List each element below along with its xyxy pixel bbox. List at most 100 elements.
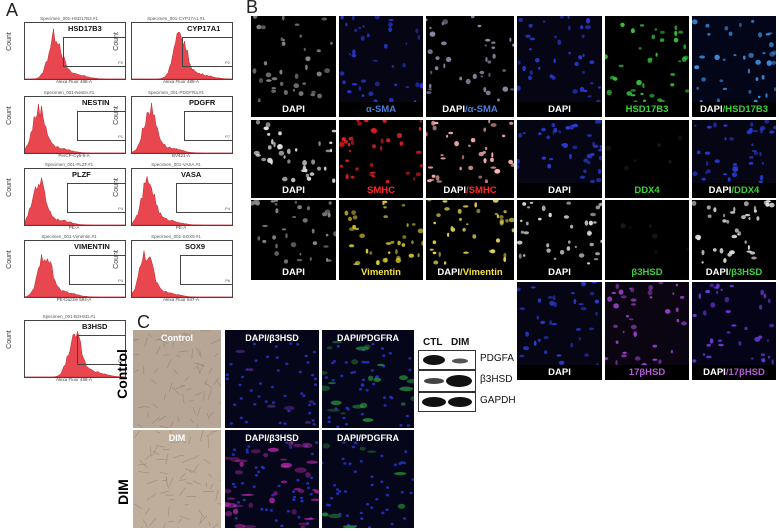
flow-histogram	[25, 254, 125, 297]
flow-plot-header: Specimen_001-CYP17A1.#1	[147, 16, 205, 21]
flow-y-label: Count	[112, 32, 120, 51]
flow-gate-label: P2	[118, 60, 123, 65]
lane-label-ctl: CTL	[423, 337, 443, 348]
flow-y-label: Count	[112, 250, 120, 269]
micrograph-image	[517, 120, 602, 183]
protein-label-gapdh: GAPDH	[480, 395, 516, 406]
caption-stain: DAPI	[548, 267, 571, 278]
flow-y-label: Count	[5, 32, 13, 51]
micrograph-image	[426, 120, 514, 184]
micrograph-caption: DAPI	[517, 265, 602, 280]
histogram-area	[132, 176, 232, 225]
caption-stain-2: SMHC	[468, 185, 497, 196]
flow-gate-label: P7	[225, 134, 230, 139]
brightfield-dim-caption: DIM	[168, 433, 186, 443]
caption-stain: DAPI	[708, 185, 732, 196]
caption-stain: DAPI	[705, 267, 729, 278]
histogram-area	[25, 177, 125, 225]
caption-stain: DAPI	[443, 185, 467, 196]
micrograph-image	[692, 282, 776, 365]
flow-y-label: Count	[5, 330, 13, 349]
caption-stain-2: 17βHSD	[728, 367, 765, 378]
flow-marker-label: B3HSD	[81, 322, 109, 331]
flow-histogram	[25, 331, 125, 377]
micrograph-r3-5: DAPI/β3HSD	[692, 200, 776, 280]
micrograph-image	[339, 200, 423, 266]
micrograph-image	[339, 120, 423, 185]
flow-x-label: PerCP-Cy5-5-A	[58, 153, 90, 158]
micrograph-caption: DAPI	[517, 365, 602, 380]
flow-gate: P4	[176, 183, 232, 213]
flow-marker-label: PDGFR	[188, 98, 217, 107]
flow-plot-area: P1 NESTIN	[24, 96, 126, 154]
micrograph-r2-4: DDX4	[605, 120, 689, 198]
flow-gate-label: P6	[225, 278, 230, 283]
flow-plot-cyp17a1: Specimen_001-CYP17A1.#1 Count P2 CYP17A1…	[113, 16, 233, 88]
micrograph-r3-4: β3HSD	[605, 200, 689, 280]
blot-strip-gapdh	[418, 392, 476, 412]
micrograph-caption: DAPI	[251, 265, 336, 280]
flow-marker-label: HSD17B3	[67, 24, 103, 33]
stain-control-pdgfra: DAPI/PDGFRA	[322, 330, 414, 428]
micrograph-r1-1: α-SMA	[339, 16, 423, 117]
flow-gate-label: P2	[225, 60, 230, 65]
caption-stain: DAPI	[282, 185, 305, 196]
flow-plot-area: P2 CYP17A1	[131, 22, 233, 80]
flow-plot-hsd17b3: Specimen_001-HSD17B3.#1 Count P2 HSD17B3…	[6, 16, 126, 88]
flow-x-label: PE-Dazzle 594-A	[56, 297, 92, 302]
micrograph-image	[605, 282, 689, 367]
histogram-area	[25, 104, 125, 153]
stain-dim-pdgfra: DAPI/PDGFRA	[322, 430, 414, 528]
flow-y-label: Count	[5, 178, 13, 197]
flow-plot-header: Specimen_001-HSD17B3.#1	[40, 16, 98, 21]
flow-marker-label: VASA	[180, 170, 203, 179]
caption-stain: DAPI	[548, 104, 571, 115]
flow-plot-pdgfr: Specimen_001-PDGFRa.#1 Count P7 PDGFR BV…	[113, 90, 233, 162]
caption-stain: DAPI	[437, 267, 461, 278]
caption-stain: 17βHSD	[628, 367, 666, 378]
micrograph-r3-2: DAPI/Vimentin	[426, 200, 514, 280]
micrograph-caption: DAPI/HSD17B3	[692, 102, 776, 117]
caption-stain: DAPI	[548, 185, 571, 196]
micrograph-caption: 17βHSD	[605, 365, 689, 380]
flow-plot-sox9: Specimen_001-SOX9.#1 Count P6 SOX9 Alexa…	[113, 234, 233, 306]
micrograph-caption: DDX4	[605, 183, 689, 198]
caption-stain: SMHC	[367, 185, 395, 196]
flow-plot-header: Specimen_001-PDGFRa.#1	[147, 90, 205, 95]
caption-stain: DAPI	[548, 367, 571, 378]
micrograph-r4-0: DAPI	[517, 282, 602, 380]
micrograph-image	[339, 16, 423, 104]
flow-histogram	[132, 176, 232, 225]
micrograph-image	[605, 16, 689, 104]
flow-gate-label: P4	[118, 278, 123, 283]
flow-gate: P4	[69, 255, 125, 285]
micrograph-image	[251, 16, 336, 104]
micrograph-r2-3: DAPI	[517, 120, 602, 198]
lane-label-dim: DIM	[451, 337, 470, 348]
flow-marker-label: PLZF	[71, 170, 92, 179]
flow-gate: P7	[184, 111, 232, 141]
caption-stain: DAPI	[442, 104, 465, 115]
flow-marker-label: CYP17A1	[186, 24, 222, 33]
caption-stain: α-SMA	[365, 104, 397, 115]
flow-histogram	[25, 177, 125, 225]
stain-dim-b3hsd: DAPI/β3HSD	[225, 430, 319, 528]
caption-stain-2: β3HSD	[731, 267, 763, 278]
flow-gate: P2	[63, 37, 125, 67]
stain-control-pdgfra-caption: DAPI/PDGFRA	[336, 333, 399, 343]
caption-separator: /	[722, 104, 726, 115]
micrograph-image	[517, 282, 602, 367]
micrograph-caption: α-SMA	[339, 102, 423, 117]
micrograph-image	[605, 200, 689, 265]
row-label-dim: DIM	[114, 479, 131, 505]
micrograph-caption: SMHC	[339, 183, 423, 198]
brightfield-dim-image	[133, 430, 221, 528]
flow-plot-vasa: Specimen_001-VASA.#1 Count P4 VASA PE-A	[113, 162, 233, 234]
flow-gate-label: P1	[118, 134, 123, 139]
flow-histogram	[132, 102, 232, 153]
flow-plot-header: Specimen_001-B3HSD.#1	[42, 314, 96, 319]
micrograph-caption: DAPI/SMHC	[426, 183, 514, 198]
flow-plot-area: P2 B3HSD	[24, 320, 126, 378]
micrograph-r2-2: DAPI/SMHC	[426, 120, 514, 198]
flow-plot-plzf: Specimen_001-PLZF.#1 Count P4 PLZF PE-A	[6, 162, 126, 234]
